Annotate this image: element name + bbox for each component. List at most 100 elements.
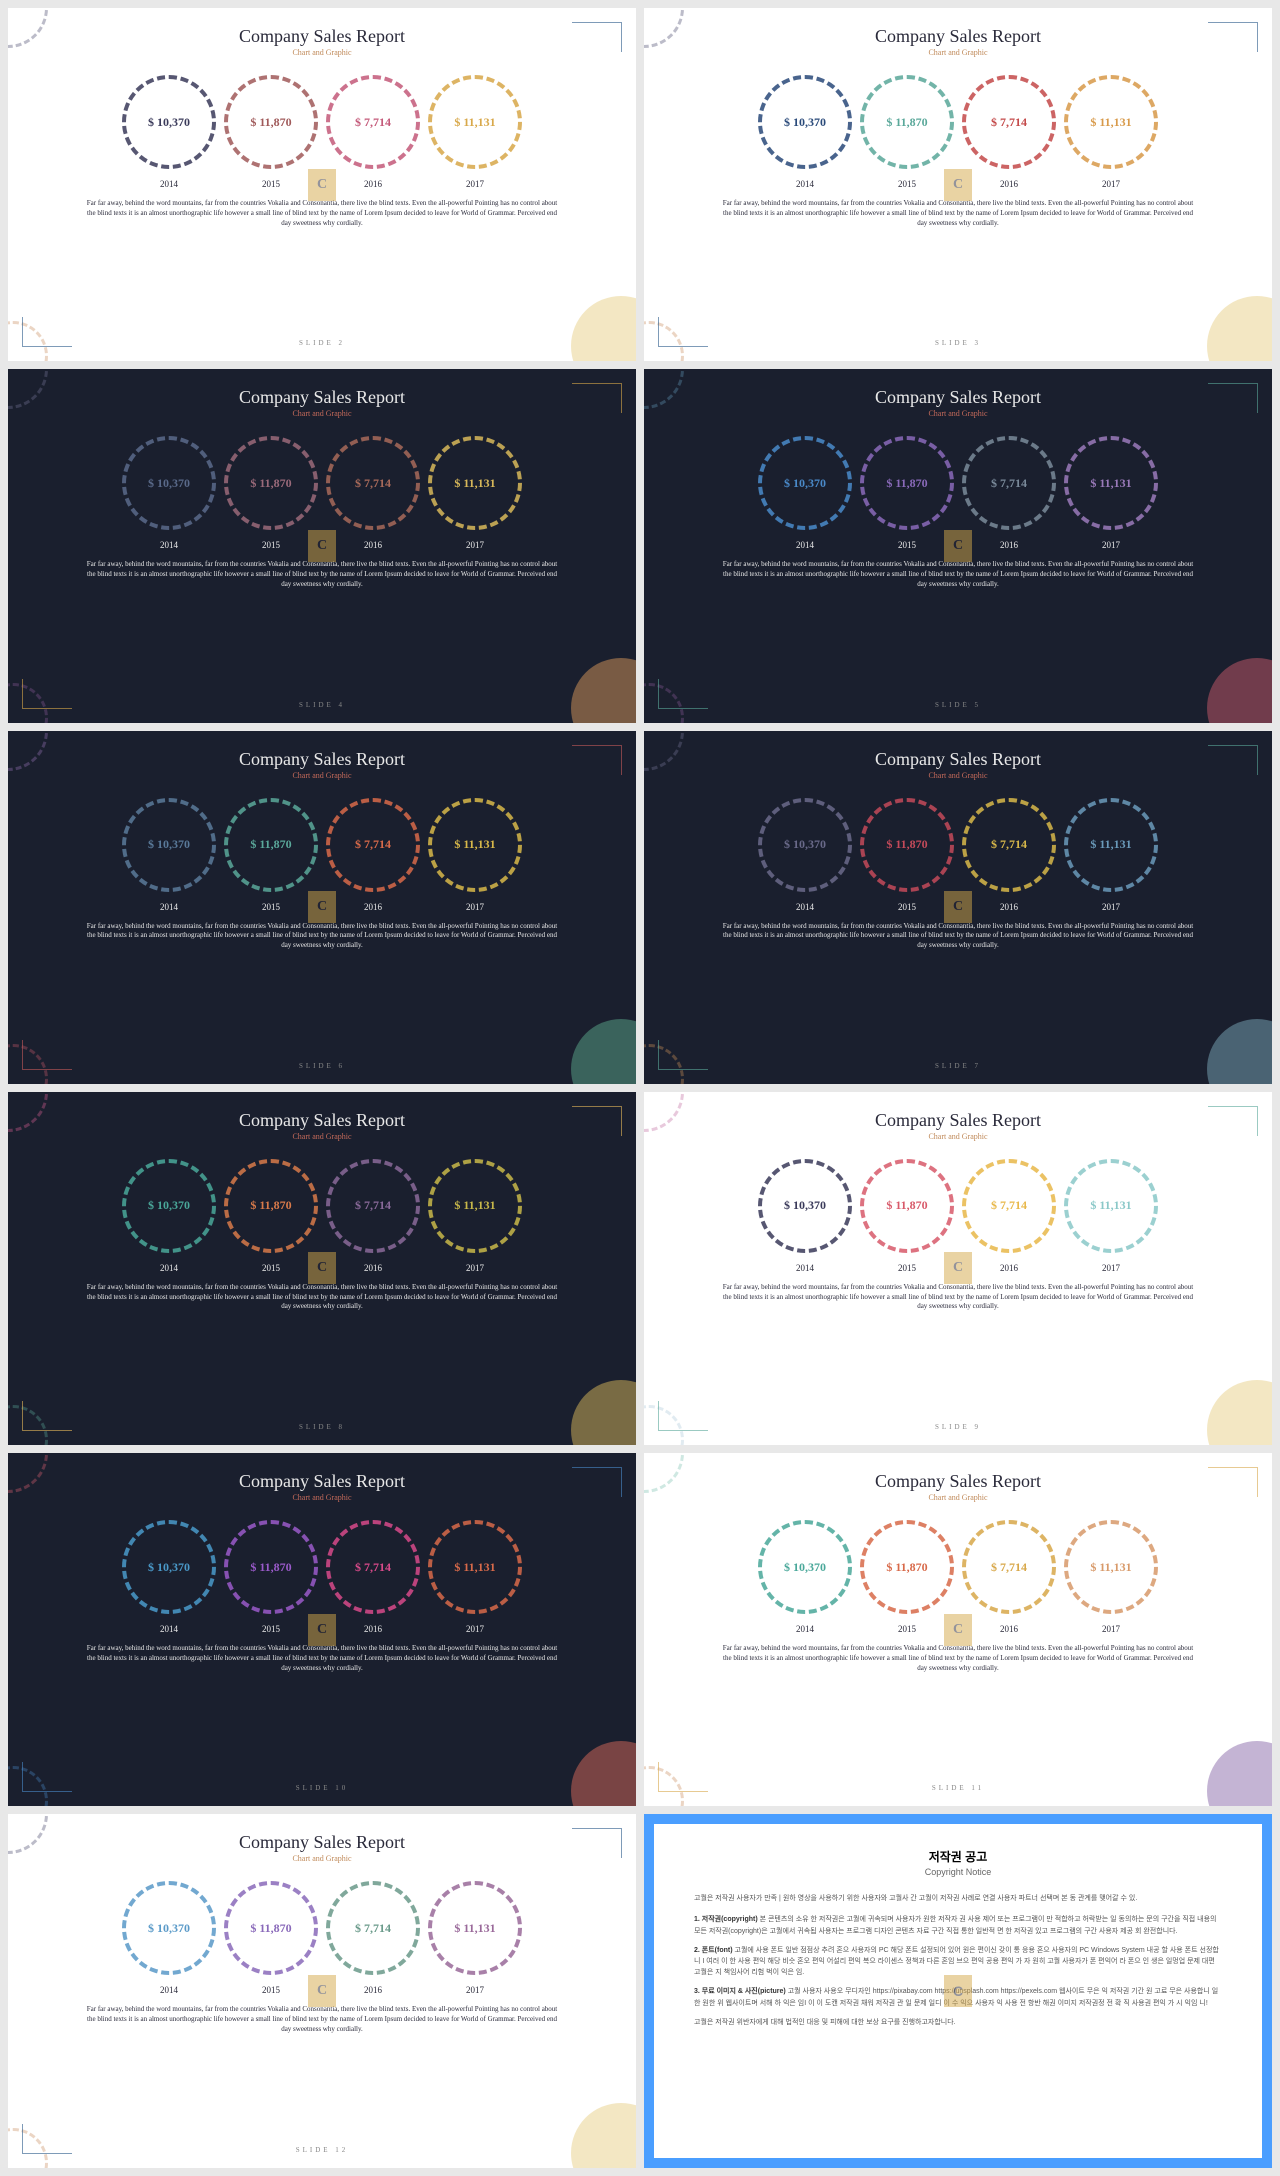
circle-value: $ 10,370 xyxy=(148,1921,190,1936)
data-circle: $ 7,714 xyxy=(326,1520,420,1614)
circle-value: $ 11,870 xyxy=(250,837,291,852)
year-label: 2017 xyxy=(1064,1263,1158,1273)
year-label: 2015 xyxy=(224,540,318,550)
corner-tr xyxy=(1208,22,1258,52)
corner-bl xyxy=(658,1040,708,1070)
corner-bl xyxy=(22,679,72,709)
data-circle: $ 11,870 xyxy=(224,1881,318,1975)
deco-circle-tl xyxy=(8,1814,48,1854)
year-label: 2014 xyxy=(122,540,216,550)
slide-title: Company Sales Report xyxy=(875,26,1041,47)
slide-subtitle: Chart and Graphic xyxy=(928,1493,987,1502)
slide: Company Sales ReportChart and Graphic$ 1… xyxy=(644,369,1272,722)
circles-row: $ 10,370$ 11,870$ 7,714$ 11,131C xyxy=(122,1159,522,1253)
circles-row: $ 10,370$ 11,870$ 7,714$ 11,131C xyxy=(122,798,522,892)
deco-circle-br xyxy=(571,1380,636,1445)
deco-circle-br xyxy=(1207,1380,1272,1445)
data-circle: $ 11,131 xyxy=(428,436,522,530)
slide: Company Sales ReportChart and Graphic$ 1… xyxy=(8,1453,636,1806)
corner-tr xyxy=(572,745,622,775)
year-label: 2014 xyxy=(122,902,216,912)
data-circle: $ 11,870 xyxy=(224,75,318,169)
slide: Company Sales ReportChart and Graphic$ 1… xyxy=(644,1453,1272,1806)
corner-tr xyxy=(572,1828,622,1858)
data-circle: $ 10,370 xyxy=(122,436,216,530)
year-label: 2014 xyxy=(758,1263,852,1273)
circle-value: $ 11,131 xyxy=(454,476,495,491)
slide-number: SLIDE 3 xyxy=(935,339,981,347)
slide: Company Sales ReportChart and Graphic$ 1… xyxy=(644,731,1272,1084)
data-circle: $ 10,370 xyxy=(122,1881,216,1975)
circle-value: $ 11,870 xyxy=(250,1560,291,1575)
year-label: 2017 xyxy=(428,540,522,550)
circle-value: $ 11,131 xyxy=(1090,1560,1131,1575)
slide-number: SLIDE 4 xyxy=(299,701,345,709)
circle-value: $ 11,131 xyxy=(454,115,495,130)
body-text: Far far away, behind the word mountains,… xyxy=(718,560,1198,589)
data-circle: $ 10,370 xyxy=(758,436,852,530)
deco-circle-br xyxy=(1207,296,1272,361)
data-circle: $ 10,370 xyxy=(758,1159,852,1253)
watermark-icon: C xyxy=(944,169,972,201)
circle-value: $ 10,370 xyxy=(148,115,190,130)
year-label: 2016 xyxy=(326,1263,420,1273)
data-circle: $ 7,714 xyxy=(326,436,420,530)
slide-number: SLIDE 9 xyxy=(935,1423,981,1431)
body-text: Far far away, behind the word mountains,… xyxy=(82,2005,562,2034)
slide-title: Company Sales Report xyxy=(239,387,405,408)
corner-bl xyxy=(658,317,708,347)
watermark-icon: C xyxy=(944,1252,972,1284)
slide-subtitle: Chart and Graphic xyxy=(928,771,987,780)
year-label: 2016 xyxy=(326,540,420,550)
data-circle: $ 11,870 xyxy=(860,1520,954,1614)
circle-value: $ 11,131 xyxy=(454,1921,495,1936)
slide-subtitle: Chart and Graphic xyxy=(928,48,987,57)
circles-row: $ 10,370$ 11,870$ 7,714$ 11,131C xyxy=(758,75,1158,169)
data-circle: $ 11,131 xyxy=(1064,1159,1158,1253)
year-label: 2015 xyxy=(224,1624,318,1634)
slide-subtitle: Chart and Graphic xyxy=(928,1132,987,1141)
data-circle: $ 11,131 xyxy=(1064,798,1158,892)
year-label: 2015 xyxy=(860,902,954,912)
year-label: 2015 xyxy=(224,902,318,912)
slide-number: SLIDE 5 xyxy=(935,701,981,709)
year-label: 2016 xyxy=(962,540,1056,550)
year-label: 2015 xyxy=(860,540,954,550)
slide-subtitle: Chart and Graphic xyxy=(928,409,987,418)
deco-circle-tl xyxy=(644,8,684,48)
slide: Company Sales ReportChart and Graphic$ 1… xyxy=(644,1092,1272,1445)
circles-row: $ 10,370$ 11,870$ 7,714$ 11,131C xyxy=(758,1520,1158,1614)
year-label: 2016 xyxy=(962,179,1056,189)
year-label: 2015 xyxy=(224,1985,318,1995)
deco-circle-tl xyxy=(644,1092,684,1132)
deco-circle-br xyxy=(571,1741,636,1806)
year-label: 2017 xyxy=(1064,179,1158,189)
slide-title: Company Sales Report xyxy=(239,1471,405,1492)
watermark-icon: C xyxy=(944,1975,972,2007)
year-label: 2017 xyxy=(1064,902,1158,912)
deco-circle-tl xyxy=(8,1092,48,1132)
circle-value: $ 7,714 xyxy=(355,1198,391,1213)
data-circle: $ 11,131 xyxy=(428,798,522,892)
year-label: 2016 xyxy=(326,1624,420,1634)
year-label: 2017 xyxy=(1064,540,1158,550)
circle-value: $ 11,870 xyxy=(250,476,291,491)
copyright-intro: 고퀄은 저작권 사용자가 만족 | 원하 영상을 사용하기 위한 사용자와 고퀄… xyxy=(694,1893,1222,1904)
circle-value: $ 10,370 xyxy=(148,837,190,852)
body-text: Far far away, behind the word mountains,… xyxy=(82,922,562,951)
slide-number: SLIDE 10 xyxy=(296,1784,349,1792)
copyright-title: 저작권 공고 xyxy=(694,1848,1222,1865)
slide-subtitle: Chart and Graphic xyxy=(292,771,351,780)
watermark-icon: C xyxy=(308,1614,336,1646)
data-circle: $ 11,131 xyxy=(428,75,522,169)
data-circle: $ 11,870 xyxy=(224,436,318,530)
deco-circle-br xyxy=(571,2103,636,2168)
slide: Company Sales ReportChart and Graphic $ 1… xyxy=(644,8,1272,361)
corner-bl xyxy=(658,1401,708,1431)
body-text: Far far away, behind the word mountains,… xyxy=(718,199,1198,228)
corner-tr xyxy=(1208,383,1258,413)
circle-value: $ 7,714 xyxy=(991,1198,1027,1213)
year-label: 2014 xyxy=(758,179,852,189)
corner-bl xyxy=(658,1762,708,1792)
body-text: Far far away, behind the word mountains,… xyxy=(82,560,562,589)
